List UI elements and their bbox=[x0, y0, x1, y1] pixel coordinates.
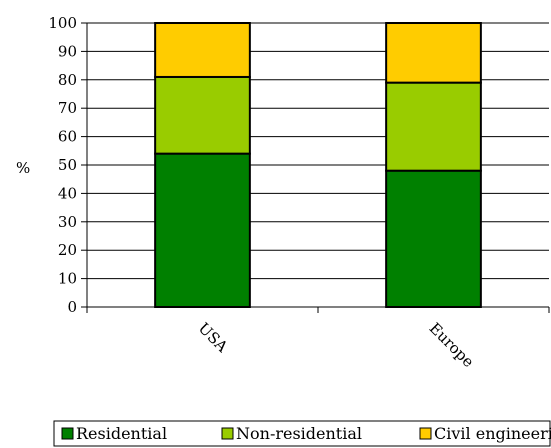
legend-swatch bbox=[419, 427, 432, 440]
x-tick-label: USA bbox=[195, 319, 232, 356]
y-tick-label: 20 bbox=[58, 241, 77, 259]
legend-label: Civil engineering bbox=[434, 424, 551, 443]
legend-swatch bbox=[221, 427, 234, 440]
y-tick-labels: 0 10 20 30 40 50 60 70 80 90 100 bbox=[48, 14, 77, 316]
y-tick-label: 60 bbox=[58, 128, 77, 146]
x-tick-label: Europe bbox=[426, 319, 478, 371]
bar-segment-civil-engineering bbox=[385, 22, 482, 84]
y-tick-label: 40 bbox=[58, 184, 77, 202]
y-tick-label: 70 bbox=[58, 99, 77, 117]
bar-segment-residential bbox=[154, 152, 251, 308]
y-tick-label: 30 bbox=[58, 213, 77, 231]
x-tick-labels: USA Europe bbox=[195, 319, 478, 371]
y-tick-label: 0 bbox=[67, 298, 77, 316]
legend-swatch bbox=[61, 427, 74, 440]
y-tick-label: 90 bbox=[58, 42, 77, 60]
axes bbox=[81, 22, 550, 313]
bars bbox=[154, 22, 482, 308]
bar-segment-non-residential bbox=[385, 81, 482, 172]
y-tick-label: 50 bbox=[58, 156, 77, 174]
legend-label: Non-residential bbox=[236, 424, 362, 443]
legend-box bbox=[53, 420, 551, 447]
bar-segment-non-residential bbox=[154, 75, 251, 155]
legend-label: Residential bbox=[76, 424, 167, 443]
y-axis-label: % bbox=[16, 159, 30, 177]
legend: Residential Non-residential Civil engineer… bbox=[53, 420, 551, 447]
y-tick-label: 10 bbox=[58, 270, 77, 288]
bar-segment-civil-engineering bbox=[154, 22, 251, 78]
y-tick-label: 80 bbox=[58, 71, 77, 89]
bar-segment-residential bbox=[385, 169, 482, 308]
y-tick-label: 100 bbox=[48, 14, 77, 32]
